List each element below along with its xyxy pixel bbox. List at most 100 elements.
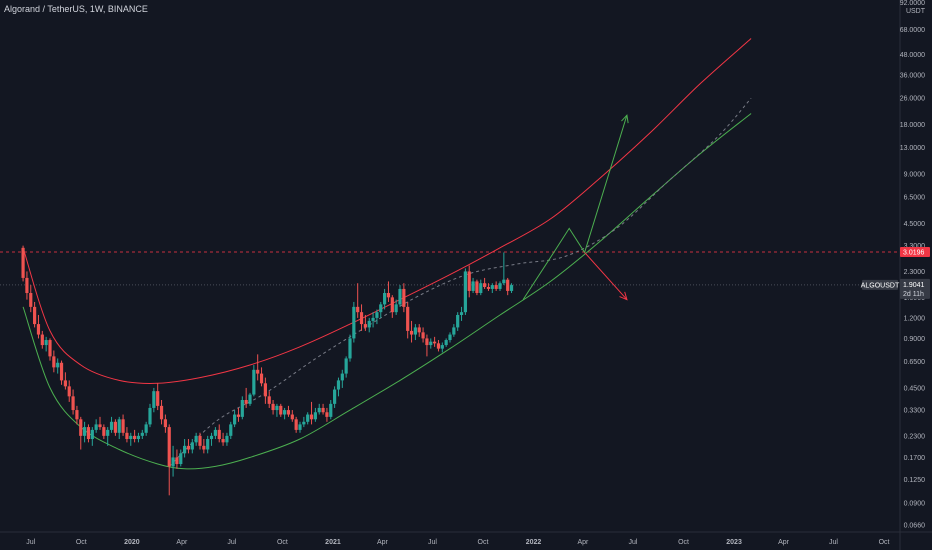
candle-body[interactable] (67, 386, 71, 397)
candle-body[interactable] (198, 435, 202, 446)
candle-body[interactable] (325, 412, 329, 417)
candle-body[interactable] (156, 391, 160, 406)
candle-body[interactable] (171, 457, 175, 467)
candle-body[interactable] (336, 380, 341, 390)
candle-body[interactable] (102, 427, 106, 436)
candle-body[interactable] (302, 421, 306, 425)
candle-body[interactable] (294, 419, 298, 430)
candle-body[interactable] (86, 427, 91, 440)
candle-body[interactable] (471, 281, 475, 291)
candle-body[interactable] (71, 396, 75, 411)
candle-body[interactable] (417, 327, 421, 333)
candle-body[interactable] (452, 327, 456, 335)
candle-body[interactable] (267, 396, 271, 404)
candle-body[interactable] (283, 410, 287, 415)
candle-body[interactable] (356, 306, 360, 313)
candle-body[interactable] (159, 405, 164, 420)
candle-body[interactable] (244, 399, 248, 404)
candle-body[interactable] (379, 304, 383, 313)
candle-body[interactable] (333, 389, 337, 404)
candle-body[interactable] (344, 358, 348, 374)
candle-body[interactable] (236, 414, 241, 417)
candle-body[interactable] (29, 293, 33, 307)
candle-body[interactable] (329, 403, 333, 417)
candle-body[interactable] (321, 407, 325, 413)
candle-body[interactable] (225, 435, 229, 443)
candle-body[interactable] (425, 338, 429, 346)
candle-body[interactable] (367, 320, 371, 328)
candle-body[interactable] (313, 412, 317, 420)
candle-body[interactable] (163, 419, 167, 428)
candle-body[interactable] (167, 427, 171, 467)
candle-body[interactable] (75, 410, 79, 420)
candle-body[interactable] (98, 424, 102, 428)
candle-body[interactable] (202, 445, 206, 450)
candle-body[interactable] (125, 432, 129, 440)
candle-body[interactable] (440, 345, 444, 349)
candle-body[interactable] (448, 334, 452, 341)
candle-body[interactable] (317, 407, 321, 413)
candle-body[interactable] (463, 271, 467, 313)
candle-body[interactable] (433, 341, 437, 344)
candle-body[interactable] (363, 324, 367, 328)
candle-body[interactable] (498, 283, 502, 289)
candle-body[interactable] (275, 405, 279, 411)
candle-body[interactable] (109, 421, 114, 430)
candle-body[interactable] (56, 362, 60, 368)
candle-body[interactable] (36, 324, 41, 335)
candle-body[interactable] (406, 306, 410, 331)
candle-body[interactable] (186, 445, 191, 450)
candle-body[interactable] (248, 394, 252, 404)
candle-body[interactable] (221, 439, 225, 443)
candle-body[interactable] (233, 414, 237, 425)
candle-body[interactable] (475, 281, 479, 294)
candle-body[interactable] (509, 285, 514, 291)
candle-body[interactable] (479, 283, 483, 294)
candle-body[interactable] (179, 453, 183, 465)
candle-body[interactable] (259, 373, 264, 384)
candle-body[interactable] (94, 424, 98, 430)
candle-body[interactable] (25, 277, 29, 294)
candle-body[interactable] (240, 399, 244, 417)
candle-body[interactable] (494, 285, 498, 289)
candle-body[interactable] (467, 271, 471, 291)
candle-body[interactable] (263, 383, 267, 397)
candle-body[interactable] (144, 424, 148, 433)
candle-body[interactable] (79, 419, 83, 436)
candle-body[interactable] (33, 306, 37, 325)
candle-body[interactable] (429, 341, 433, 346)
candle-body[interactable] (229, 424, 233, 436)
candle-body[interactable] (490, 285, 494, 289)
candle-body[interactable] (117, 419, 121, 433)
candle-body[interactable] (40, 334, 44, 346)
candle-body[interactable] (152, 391, 156, 408)
candle-body[interactable] (44, 340, 48, 346)
candle-body[interactable] (390, 297, 394, 313)
candle-body[interactable] (217, 429, 221, 440)
candle-body[interactable] (113, 421, 117, 433)
candle-body[interactable] (298, 424, 302, 430)
candle-body[interactable] (486, 286, 491, 289)
candle-body[interactable] (413, 327, 417, 335)
candle-body[interactable] (444, 340, 448, 346)
candle-body[interactable] (483, 283, 487, 287)
candle-body[interactable] (21, 247, 25, 278)
candle-body[interactable] (121, 419, 125, 433)
candle-body[interactable] (209, 435, 214, 440)
candle-body[interactable] (398, 288, 402, 305)
candle-body[interactable] (421, 332, 425, 339)
candle-body[interactable] (140, 432, 144, 436)
candle-body[interactable] (352, 306, 356, 339)
candle-body[interactable] (348, 338, 352, 359)
candle-body[interactable] (386, 293, 391, 298)
candle-body[interactable] (136, 435, 141, 440)
candle-body[interactable] (456, 314, 460, 328)
candle-body[interactable] (271, 403, 275, 411)
candle-body[interactable] (309, 414, 314, 420)
candle-body[interactable] (83, 427, 87, 436)
candle-body[interactable] (286, 410, 291, 415)
candle-body[interactable] (194, 435, 198, 443)
candle-body[interactable] (256, 369, 260, 374)
candle-body[interactable] (213, 429, 217, 436)
candle-body[interactable] (48, 340, 52, 357)
